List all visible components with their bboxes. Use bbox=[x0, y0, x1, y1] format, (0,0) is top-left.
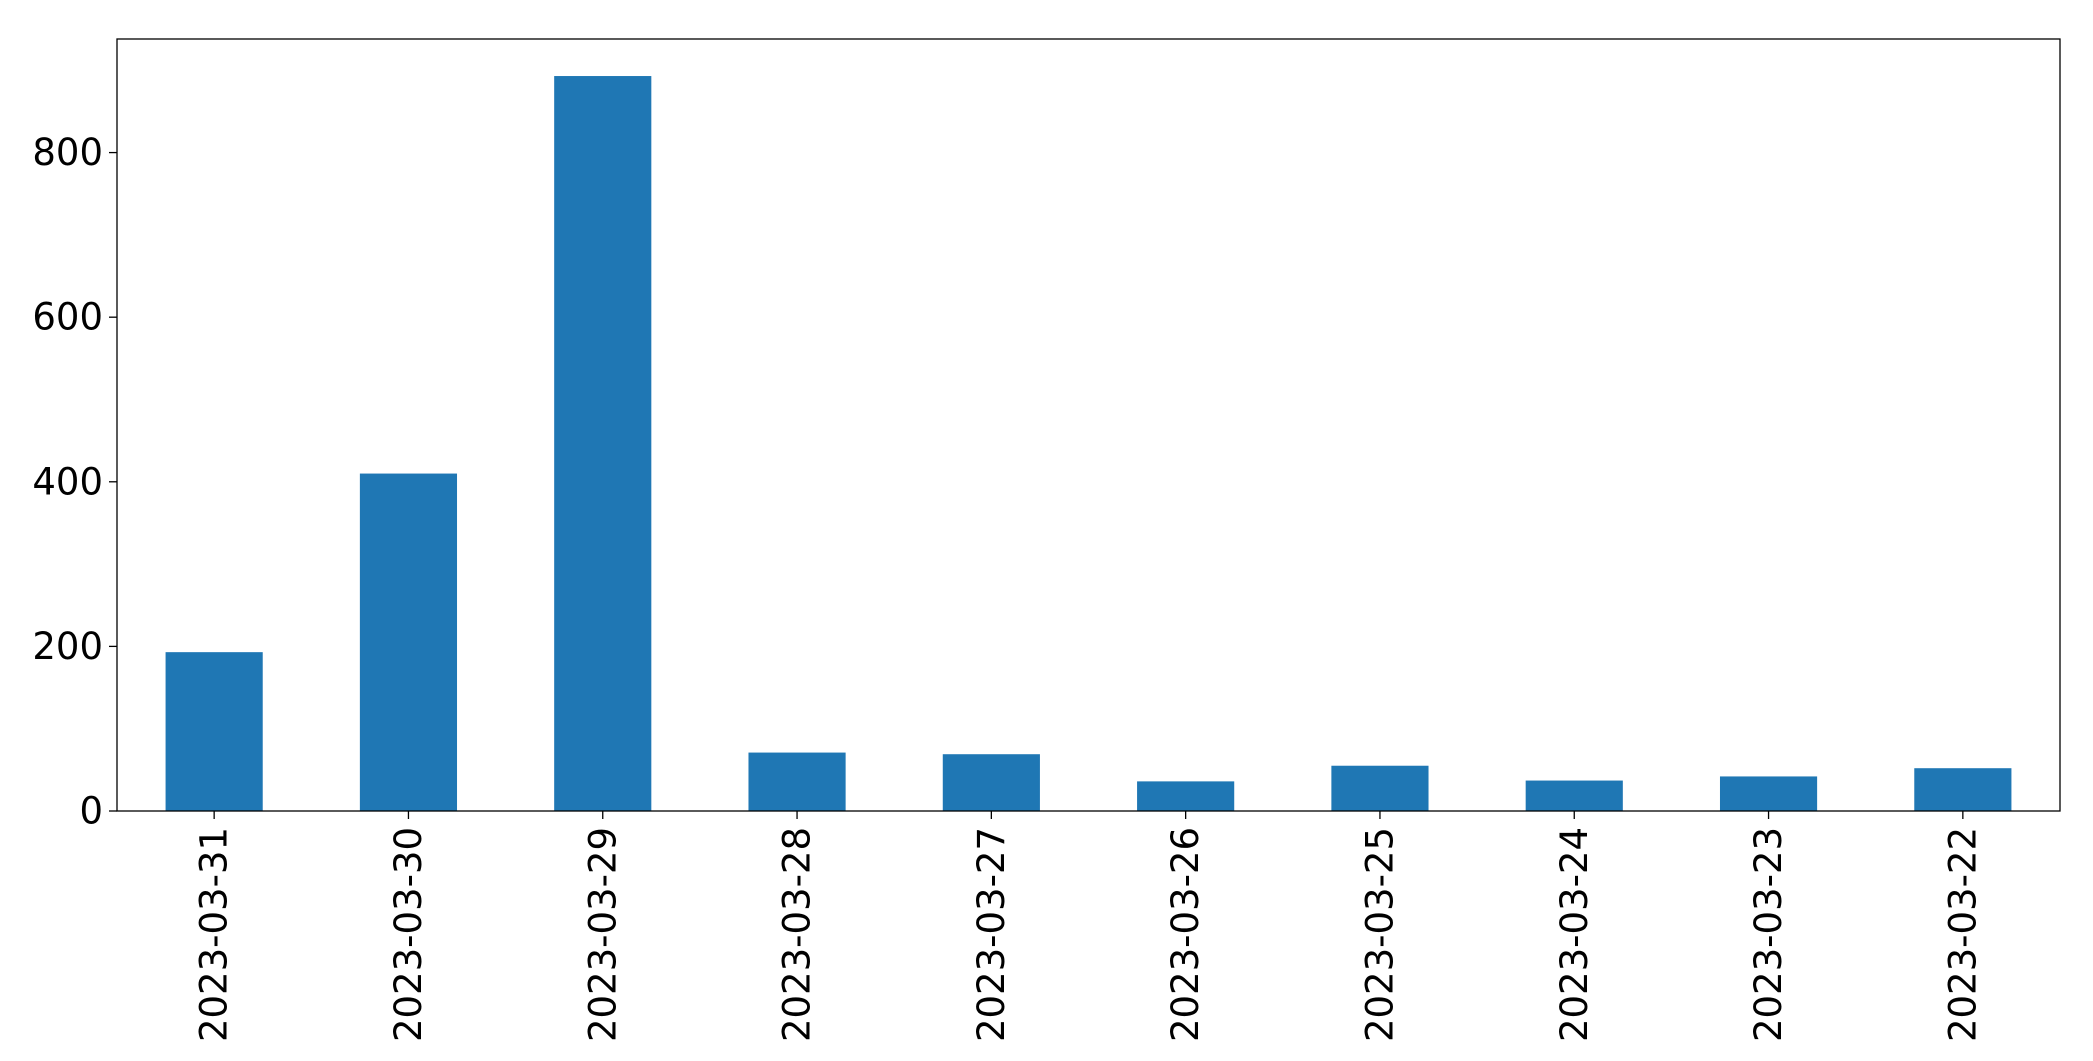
bar-2023-03-28 bbox=[748, 752, 846, 811]
bar-2023-03-23 bbox=[1719, 776, 1818, 811]
bar-2023-03-30 bbox=[359, 473, 458, 811]
y-tick-label: 600 bbox=[32, 296, 103, 339]
x-tick-label: 2023-03-23 bbox=[1747, 827, 1790, 1042]
bar-2023-03-25 bbox=[1331, 765, 1429, 811]
y-tick-label: 200 bbox=[32, 625, 103, 668]
x-tick-label: 2023-03-25 bbox=[1358, 827, 1401, 1042]
x-tick-label: 2023-03-27 bbox=[970, 827, 1013, 1042]
bar-2023-03-29 bbox=[554, 76, 652, 811]
x-tick-label: 2023-03-28 bbox=[776, 827, 819, 1042]
bar-2023-03-22 bbox=[1914, 768, 2012, 811]
x-tick-label: 2023-03-30 bbox=[387, 827, 430, 1042]
bar-2023-03-26 bbox=[1137, 781, 1235, 811]
bar-2023-03-24 bbox=[1525, 780, 1623, 811]
y-axis-ticks: 0 200 400 600 800 bbox=[32, 131, 117, 833]
x-axis-ticks: 2023-03-31 2023-03-30 2023-03-29 2023-03-28… bbox=[193, 811, 1984, 1042]
x-tick-label: 2023-03-26 bbox=[1164, 827, 1207, 1042]
x-tick-label: 2023-03-22 bbox=[1941, 827, 1984, 1042]
x-tick-label: 2023-03-29 bbox=[581, 827, 624, 1042]
bar-2023-03-27 bbox=[942, 754, 1040, 811]
y-tick-label: 800 bbox=[32, 131, 103, 174]
x-tick-label: 2023-03-24 bbox=[1553, 827, 1596, 1042]
bar-2023-03-31 bbox=[165, 652, 263, 811]
plot-frame bbox=[116, 38, 2061, 812]
y-tick-label: 0 bbox=[79, 790, 103, 833]
x-tick-label: 2023-03-31 bbox=[193, 827, 236, 1042]
y-tick-label: 400 bbox=[32, 460, 103, 503]
bars bbox=[165, 76, 2012, 811]
